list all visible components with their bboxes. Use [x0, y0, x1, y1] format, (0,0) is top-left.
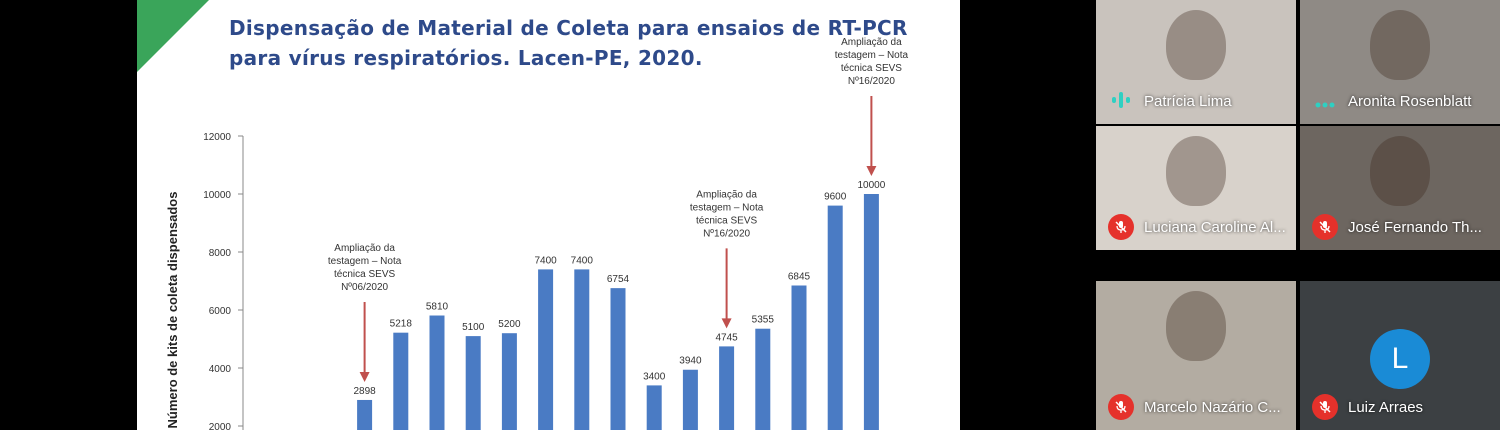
bar-value-label: 3400	[643, 371, 666, 382]
annotation-text: Nº16/2020	[848, 76, 895, 87]
bar-chart: 2000 4000 6000 8000 10000 12000 Número de kits…	[165, 37, 909, 430]
bar-value-label: 2898	[353, 386, 376, 397]
video-feed	[1096, 0, 1296, 124]
y-tick-label: 4000	[209, 364, 232, 375]
bar-value-label: 5355	[752, 315, 775, 326]
bar-value-label: 10000	[857, 180, 885, 191]
y-tick-label: 10000	[203, 190, 231, 201]
bar-value-label: 6754	[607, 274, 630, 285]
participant-gallery: Patrícia Lima Aronita Rosenblatt Luciana C…	[1096, 0, 1500, 430]
participant-name: Luiz Arraes	[1348, 399, 1424, 416]
participant-tile[interactable]: L Luiz Arraes	[1300, 281, 1500, 430]
person-silhouette	[1370, 136, 1430, 206]
annotation-text: Nº06/2020	[341, 282, 388, 293]
participant-name: Luciana Caroline Al...	[1144, 219, 1286, 236]
chart-bar	[429, 315, 445, 430]
chart-bar	[393, 332, 409, 430]
annotation-arrowhead	[359, 371, 370, 382]
chart-bar	[791, 285, 807, 430]
slide-title-line2: para vírus respiratórios. Lacen-PE, 2020…	[229, 46, 703, 70]
person-silhouette	[1370, 10, 1430, 80]
bar-value-label: 5200	[498, 319, 521, 330]
annotation-text: Nº16/2020	[703, 228, 750, 239]
mic-muted-icon	[1108, 394, 1134, 420]
chart-bar	[755, 328, 771, 430]
chart-bar	[863, 194, 879, 430]
person-silhouette	[1166, 10, 1226, 80]
shared-screen: Dispensação de Material de Coleta para e…	[137, 0, 960, 430]
mic-muted-icon	[1312, 394, 1338, 420]
annotation-text: testagem – Nota	[328, 256, 402, 267]
bar-value-label: 5810	[426, 302, 449, 313]
person-silhouette	[1166, 291, 1226, 361]
annotation-arrowhead	[866, 166, 877, 176]
bar-value-label: 3940	[679, 356, 702, 367]
chart-bar	[501, 333, 517, 430]
annotation-arrowhead	[721, 318, 732, 329]
y-tick-label: 6000	[209, 306, 232, 317]
person-silhouette	[1166, 136, 1226, 206]
chart-bar	[465, 336, 481, 430]
bar-value-label: 7400	[534, 255, 557, 266]
participant-name: José Fernando Th...	[1348, 219, 1482, 236]
bar-value-label: 5100	[462, 322, 485, 333]
bar-value-label: 6845	[788, 271, 811, 282]
participant-tile[interactable]: José Fernando Th...	[1300, 126, 1500, 250]
participant-tile[interactable]: Aronita Rosenblatt	[1300, 0, 1500, 124]
annotation-text: Ampliação da	[696, 189, 757, 200]
slide-title-line1: Dispensação de Material de Coleta para e…	[229, 16, 908, 40]
slide-corner-decoration	[137, 0, 209, 72]
annotation-text: técnica SEVS	[696, 215, 757, 226]
chart-bar	[574, 269, 590, 430]
y-tick-label: 8000	[209, 248, 232, 259]
speaking-indicator-icon	[1110, 91, 1132, 109]
y-axis-label: Número de kits de coleta dispensados	[165, 192, 180, 429]
annotation-text: técnica SEVS	[841, 63, 902, 74]
participant-tile[interactable]: Marcelo Nazário C...	[1096, 281, 1296, 430]
chart-bar	[357, 399, 373, 430]
participant-name: Aronita Rosenblatt	[1348, 93, 1472, 110]
annotation-text: testagem – Nota	[690, 202, 764, 213]
chart-bar	[719, 346, 735, 430]
mic-muted-icon	[1312, 214, 1338, 240]
chart-bar	[646, 385, 662, 430]
annotation-text: testagem – Nota	[835, 50, 909, 61]
annotation-text: técnica SEVS	[334, 269, 395, 280]
participant-tile[interactable]: Patrícia Lima	[1096, 0, 1296, 124]
chart-bar	[610, 288, 626, 430]
chart-bar	[827, 205, 843, 430]
participant-tile[interactable]: Luciana Caroline Al...	[1096, 126, 1296, 250]
bar-value-label: 5218	[390, 319, 413, 330]
participant-name: Patrícia Lima	[1144, 93, 1232, 110]
annotation-text: Ampliação da	[334, 243, 395, 254]
annotation-text: Ampliação da	[841, 37, 902, 48]
y-tick-label: 2000	[209, 422, 232, 430]
audio-dots-icon	[1314, 96, 1336, 108]
y-tick-label: 12000	[203, 132, 231, 143]
chart-bar	[538, 269, 554, 430]
participant-name: Marcelo Nazário C...	[1144, 399, 1281, 416]
mic-muted-icon	[1108, 214, 1134, 240]
bar-value-label: 4745	[715, 332, 738, 343]
avatar: L	[1370, 329, 1430, 389]
chart-bar	[682, 369, 698, 430]
bar-value-label: 7400	[571, 255, 594, 266]
bar-value-label: 9600	[824, 192, 847, 203]
